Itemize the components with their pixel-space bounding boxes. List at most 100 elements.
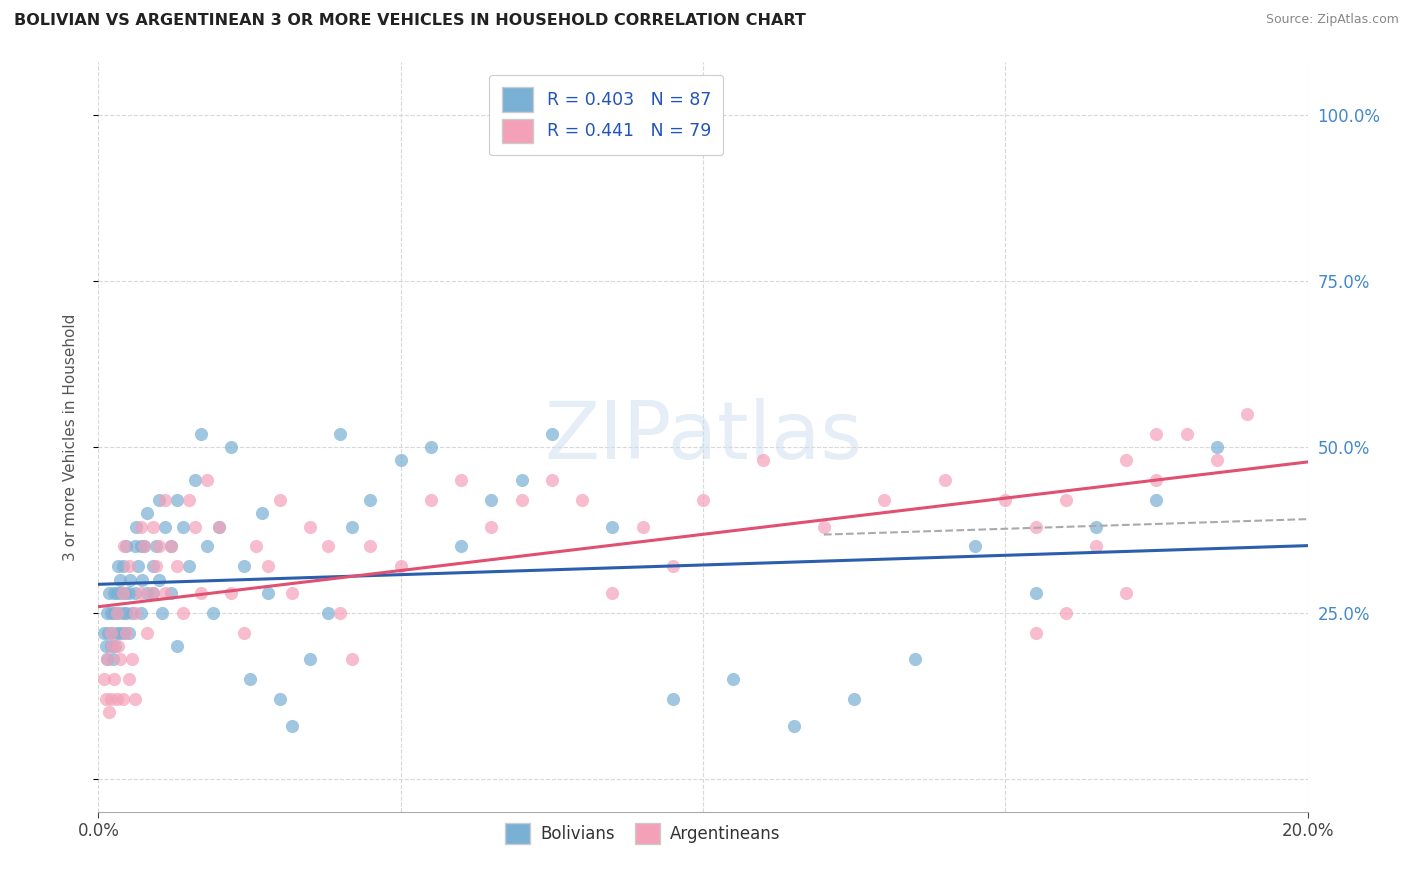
Point bbox=[107, 559, 129, 574]
Point bbox=[602, 586, 624, 600]
Point bbox=[108, 625, 131, 640]
Point bbox=[184, 519, 207, 533]
Point bbox=[1054, 606, 1077, 620]
Point bbox=[124, 692, 146, 706]
Point bbox=[329, 426, 352, 441]
Point bbox=[105, 625, 128, 640]
Point bbox=[316, 606, 339, 620]
Point bbox=[195, 540, 218, 554]
Point bbox=[142, 586, 165, 600]
Point bbox=[135, 506, 157, 520]
Point bbox=[108, 573, 131, 587]
Point bbox=[1085, 540, 1108, 554]
Point bbox=[148, 573, 170, 587]
Point bbox=[571, 493, 593, 508]
Point bbox=[329, 606, 352, 620]
Point bbox=[118, 625, 141, 640]
Point bbox=[105, 586, 128, 600]
Point bbox=[114, 586, 136, 600]
Point bbox=[510, 473, 533, 487]
Point bbox=[190, 586, 212, 600]
Point bbox=[184, 473, 207, 487]
Text: BOLIVIAN VS ARGENTINEAN 3 OR MORE VEHICLES IN HOUSEHOLD CORRELATION CHART: BOLIVIAN VS ARGENTINEAN 3 OR MORE VEHICL… bbox=[14, 13, 806, 29]
Point bbox=[142, 586, 165, 600]
Point bbox=[389, 559, 412, 574]
Point bbox=[602, 519, 624, 533]
Point bbox=[481, 493, 503, 508]
Point bbox=[250, 506, 273, 520]
Point bbox=[125, 519, 148, 533]
Point bbox=[1236, 407, 1258, 421]
Point bbox=[256, 559, 278, 574]
Point bbox=[316, 540, 339, 554]
Point bbox=[281, 718, 304, 732]
Point bbox=[172, 606, 194, 620]
Point bbox=[115, 606, 138, 620]
Point bbox=[132, 540, 155, 554]
Point bbox=[281, 586, 304, 600]
Point bbox=[148, 540, 170, 554]
Point bbox=[129, 519, 152, 533]
Point bbox=[96, 652, 118, 666]
Point bbox=[129, 606, 152, 620]
Point bbox=[1206, 440, 1229, 454]
Point bbox=[342, 652, 364, 666]
Point bbox=[160, 586, 183, 600]
Point bbox=[124, 540, 146, 554]
Point bbox=[153, 493, 176, 508]
Point bbox=[245, 540, 267, 554]
Point bbox=[105, 606, 128, 620]
Point bbox=[208, 519, 231, 533]
Point bbox=[131, 573, 153, 587]
Point bbox=[93, 672, 115, 686]
Point bbox=[360, 493, 382, 508]
Point bbox=[389, 453, 412, 467]
Point bbox=[98, 586, 121, 600]
Point bbox=[783, 718, 806, 732]
Y-axis label: 3 or more Vehicles in Household: 3 or more Vehicles in Household bbox=[63, 313, 77, 561]
Point bbox=[132, 540, 155, 554]
Point bbox=[97, 625, 120, 640]
Point bbox=[94, 639, 117, 653]
Point bbox=[110, 586, 132, 600]
Point bbox=[179, 493, 201, 508]
Point bbox=[481, 519, 503, 533]
Point bbox=[112, 540, 135, 554]
Point bbox=[190, 426, 212, 441]
Point bbox=[232, 559, 254, 574]
Point bbox=[118, 559, 141, 574]
Point bbox=[100, 625, 122, 640]
Point bbox=[1054, 493, 1077, 508]
Point bbox=[221, 440, 243, 454]
Point bbox=[111, 606, 134, 620]
Point bbox=[844, 692, 866, 706]
Point bbox=[118, 586, 141, 600]
Point bbox=[108, 652, 131, 666]
Point bbox=[118, 672, 141, 686]
Point bbox=[1085, 519, 1108, 533]
Point bbox=[148, 493, 170, 508]
Point bbox=[166, 639, 188, 653]
Point bbox=[904, 652, 927, 666]
Point bbox=[127, 559, 149, 574]
Point bbox=[172, 519, 194, 533]
Point bbox=[813, 519, 835, 533]
Point bbox=[142, 559, 165, 574]
Point bbox=[420, 493, 443, 508]
Point bbox=[752, 453, 775, 467]
Point bbox=[103, 606, 125, 620]
Point bbox=[450, 473, 472, 487]
Point bbox=[221, 586, 243, 600]
Point bbox=[202, 606, 225, 620]
Point bbox=[98, 705, 121, 719]
Point bbox=[256, 586, 278, 600]
Point bbox=[1144, 473, 1167, 487]
Point bbox=[1175, 426, 1198, 441]
Point bbox=[142, 519, 165, 533]
Point bbox=[1115, 586, 1137, 600]
Point bbox=[540, 426, 562, 441]
Text: Source: ZipAtlas.com: Source: ZipAtlas.com bbox=[1265, 13, 1399, 27]
Point bbox=[100, 606, 122, 620]
Point bbox=[1024, 586, 1046, 600]
Point bbox=[111, 559, 134, 574]
